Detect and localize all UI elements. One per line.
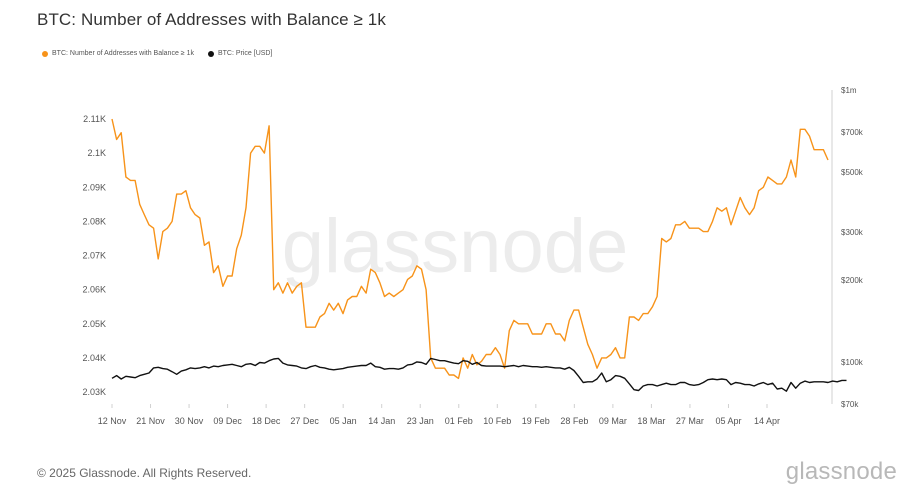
legend-marker-price (207, 50, 214, 57)
x-tick-label: 27 Mar (676, 416, 704, 426)
x-tick-label: 28 Feb (560, 416, 588, 426)
x-tick-label: 18 Dec (252, 416, 281, 426)
series-line-price (111, 357, 847, 392)
chart-plot[interactable]: glassnode 2.03K 2.04K 2.05K 2.06K 2.07K 2.08K 2… (0, 0, 917, 440)
chart-legend: BTC: Number of Addresses with Balance ≥ … (42, 50, 272, 57)
x-tick-label: 27 Dec (290, 416, 319, 426)
glassnode-logo: glassnode (785, 458, 897, 485)
x-tick-label: 30 Nov (175, 416, 204, 426)
y-left-tick-label: 2.05K (82, 319, 106, 329)
x-tick-label: 09 Mar (599, 416, 627, 426)
x-tick-label: 23 Jan (407, 416, 434, 426)
x-tick-label: 05 Apr (715, 416, 741, 426)
copyright-text: © 2025 Glassnode. All Rights Reserved. (37, 466, 252, 480)
y-right-tick-label: $300k (841, 228, 864, 237)
x-tick-label: 09 Dec (213, 416, 242, 426)
y-right-tick-label: $200k (841, 276, 864, 285)
x-tick-label: 21 Nov (136, 416, 165, 426)
y-left-tick-label: 2.11K (83, 114, 106, 124)
y-right-tick-label: $70k (841, 400, 859, 409)
watermark-text: glassnode (282, 204, 629, 289)
legend-marker-addresses (42, 50, 48, 57)
x-tick-label: 12 Nov (98, 416, 127, 426)
y-right-tick-label: $1m (841, 86, 857, 95)
x-tick-label: 05 Jan (330, 416, 357, 426)
y-right-tick-label: $500k (841, 168, 864, 177)
legend-label-price: BTC: Price [USD] (217, 50, 273, 57)
y-left-tick-label: 2.1K (87, 148, 106, 158)
x-tick-label: 19 Feb (522, 416, 550, 426)
y-left-tick-label: 2.03K (82, 387, 106, 397)
series-line-addresses (111, 118, 829, 380)
legend-item-addresses[interactable]: BTC: Number of Addresses with Balance ≥ … (42, 50, 194, 57)
y-left-tick-label: 2.06K (82, 285, 106, 295)
x-tick-label: 18 Mar (637, 416, 665, 426)
y-right-tick-label: $100k (841, 358, 864, 367)
y-right-tick-label: $700k (841, 128, 864, 137)
y-left-tick-label: 2.04K (82, 353, 106, 363)
x-tick-label: 01 Feb (445, 416, 473, 426)
y-left-tick-label: 2.09K (82, 182, 106, 192)
y-left-tick-label: 2.07K (82, 251, 106, 261)
x-tick-label: 14 Apr (754, 416, 780, 426)
x-tick-label: 14 Jan (368, 416, 395, 426)
legend-label-addresses: BTC: Number of Addresses with Balance ≥ … (52, 50, 194, 57)
legend-item-price[interactable]: BTC: Price [USD] (207, 50, 273, 57)
chart-title: BTC: Number of Addresses with Balance ≥ … (37, 10, 386, 29)
y-left-tick-label: 2.08K (82, 216, 106, 226)
x-tick-label: 10 Feb (483, 416, 511, 426)
